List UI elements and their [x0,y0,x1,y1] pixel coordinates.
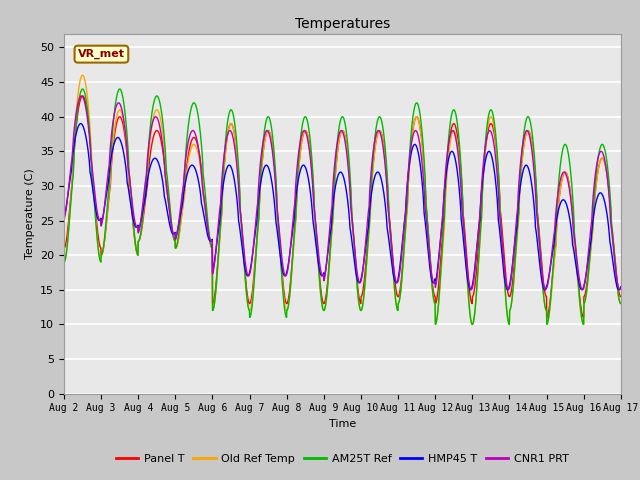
X-axis label: Time: Time [329,419,356,429]
Legend: Panel T, Old Ref Temp, AM25T Ref, HMP45 T, CNR1 PRT: Panel T, Old Ref Temp, AM25T Ref, HMP45 … [112,450,573,468]
Y-axis label: Temperature (C): Temperature (C) [24,168,35,259]
Text: VR_met: VR_met [78,49,125,59]
Title: Temperatures: Temperatures [295,17,390,31]
